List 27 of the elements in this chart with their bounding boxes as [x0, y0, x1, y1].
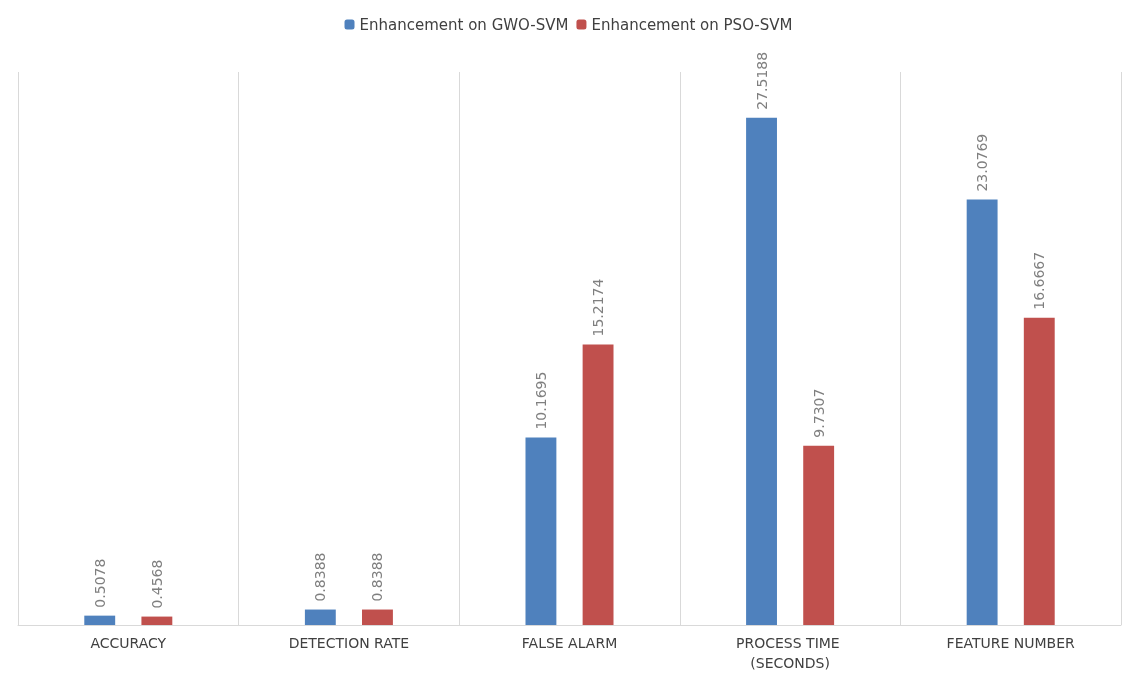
bar: [966, 199, 998, 625]
x-tick-label: DETECTION RATE: [288, 635, 410, 651]
data-label: 9.7307: [810, 388, 827, 438]
legend-label: Enhancement on PSO-SVM: [591, 15, 793, 34]
bar: [84, 615, 116, 625]
bar: [1023, 317, 1055, 625]
bar: [582, 344, 614, 625]
bar: [803, 445, 835, 625]
bar: [304, 609, 336, 625]
data-label: 27.5188: [753, 51, 770, 110]
bar: [141, 616, 173, 625]
data-label: 0.4568: [148, 559, 165, 609]
data-label: 0.5078: [91, 558, 108, 608]
data-label: 0.8388: [312, 552, 329, 602]
x-tick-label: FALSE ALARM: [521, 635, 618, 651]
bar: [525, 437, 557, 625]
data-label: 10.1695: [532, 371, 549, 430]
bar: [362, 609, 393, 625]
data-label: 16.6667: [1031, 251, 1048, 310]
data-label: 0.8388: [369, 552, 386, 602]
x-tick-label: FEATURE NUMBER: [946, 635, 1076, 651]
legend-label: Enhancement on GWO-SVM: [359, 15, 569, 34]
data-label: 15.2174: [590, 278, 607, 337]
bar: [746, 117, 777, 625]
x-tick-label: ACCURACY: [90, 635, 167, 651]
data-label: 23.0769: [974, 133, 991, 192]
x-tick-label: PROCESS TIME (SECONDS): [736, 635, 845, 671]
